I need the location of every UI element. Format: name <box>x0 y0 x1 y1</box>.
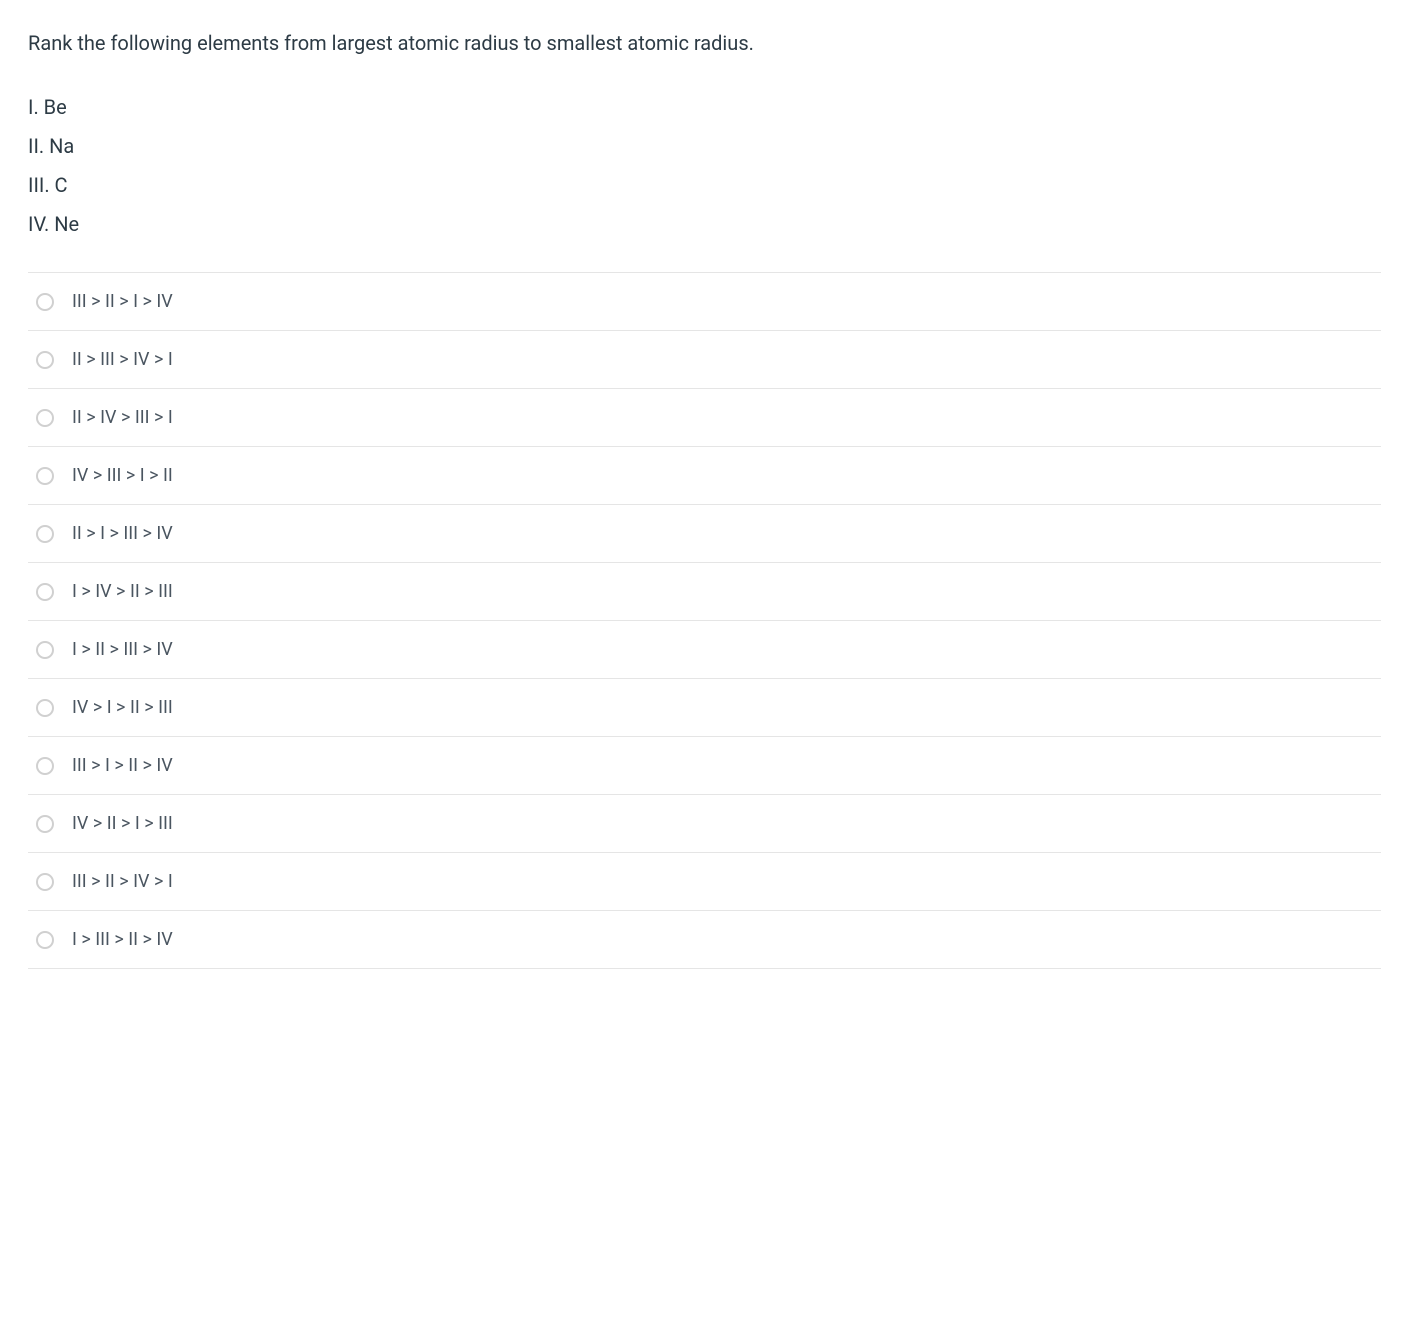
radio-icon <box>36 757 54 775</box>
question-item: III. C <box>28 166 1381 205</box>
answer-option[interactable]: I > II > III > IV <box>28 621 1381 679</box>
radio-icon <box>36 873 54 891</box>
radio-icon <box>36 931 54 949</box>
radio-icon <box>36 641 54 659</box>
option-label: III > II > I > IV <box>72 291 173 312</box>
question-item: II. Na <box>28 127 1381 166</box>
radio-icon <box>36 699 54 717</box>
radio-icon <box>36 293 54 311</box>
option-label: I > III > II > IV <box>72 929 173 950</box>
option-label: I > IV > II > III <box>72 581 173 602</box>
answer-option[interactable]: III > II > IV > I <box>28 853 1381 911</box>
radio-icon <box>36 409 54 427</box>
answer-option[interactable]: III > II > I > IV <box>28 273 1381 331</box>
option-label: III > I > II > IV <box>72 755 173 776</box>
option-label: III > II > IV > I <box>72 871 173 892</box>
answer-option[interactable]: I > IV > II > III <box>28 563 1381 621</box>
radio-icon <box>36 467 54 485</box>
question-prompt: Rank the following elements from largest… <box>28 28 1381 58</box>
option-label: II > IV > III > I <box>72 407 173 428</box>
answer-option[interactable]: II > III > IV > I <box>28 331 1381 389</box>
answer-option[interactable]: II > I > III > IV <box>28 505 1381 563</box>
option-label: II > III > IV > I <box>72 349 173 370</box>
answer-option[interactable]: IV > I > II > III <box>28 679 1381 737</box>
answer-options-list: III > II > I > IV II > III > IV > I II >… <box>28 272 1381 969</box>
radio-icon <box>36 815 54 833</box>
answer-option[interactable]: IV > III > I > II <box>28 447 1381 505</box>
radio-icon <box>36 525 54 543</box>
option-label: IV > II > I > III <box>72 813 173 834</box>
answer-option[interactable]: IV > II > I > III <box>28 795 1381 853</box>
option-label: I > II > III > IV <box>72 639 173 660</box>
radio-icon <box>36 351 54 369</box>
answer-option[interactable]: II > IV > III > I <box>28 389 1381 447</box>
option-label: IV > I > II > III <box>72 697 173 718</box>
question-item: IV. Ne <box>28 205 1381 244</box>
question-item: I. Be <box>28 88 1381 127</box>
radio-icon <box>36 583 54 601</box>
answer-option[interactable]: I > III > II > IV <box>28 911 1381 969</box>
option-label: II > I > III > IV <box>72 523 173 544</box>
option-label: IV > III > I > II <box>72 465 173 486</box>
question-items-list: I. Be II. Na III. C IV. Ne <box>28 88 1381 244</box>
answer-option[interactable]: III > I > II > IV <box>28 737 1381 795</box>
